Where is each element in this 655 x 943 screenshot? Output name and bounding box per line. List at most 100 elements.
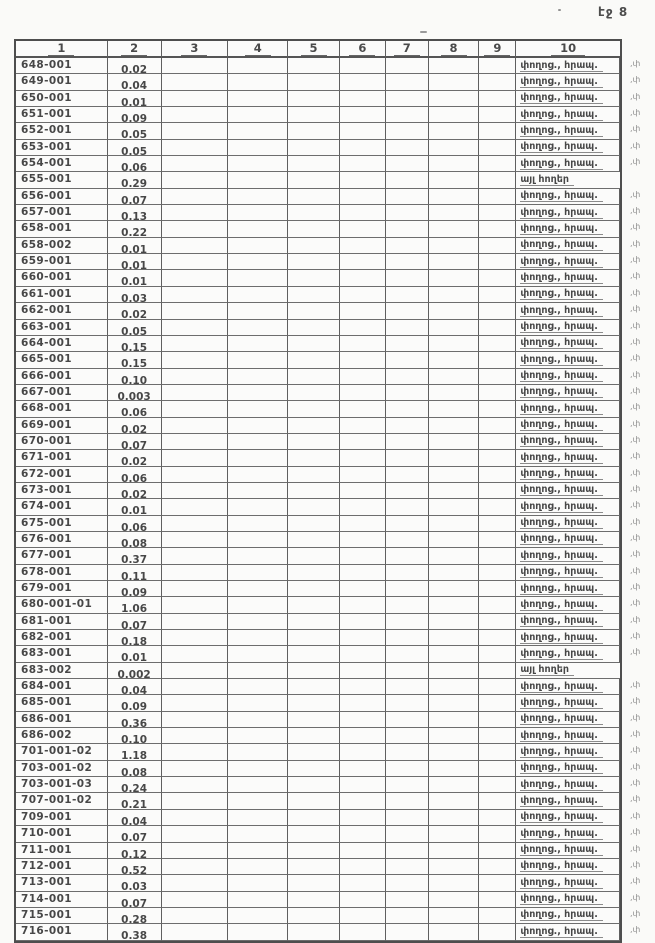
empty-cell [428, 711, 480, 729]
table-row: 651-001 0.09 փողոց., հրապ. ,փ [16, 107, 640, 124]
empty-cell [339, 499, 386, 516]
table-row: 668-001 0.06 փողոց., հրապ. ,փ [16, 401, 640, 418]
empty-cell [339, 809, 386, 827]
scan-edge-mark: ,փ [630, 810, 641, 820]
land-usage-cell: փողոց., հրապ. [516, 450, 620, 467]
empty-cell [479, 515, 517, 532]
empty-cell [161, 188, 229, 206]
empty-cell [228, 826, 289, 843]
empty-cell [385, 286, 429, 304]
empty-cell [339, 760, 386, 778]
empty-cell [479, 466, 517, 483]
empty-cell [339, 581, 386, 598]
land-usage-cell: փողոց., հրապ. [516, 58, 620, 75]
empty-cell [228, 597, 289, 614]
empty-cell [385, 728, 429, 745]
area-value-cell: 0.06 [107, 401, 162, 418]
area-value-cell: 0.06 [107, 156, 162, 173]
parcel-code-cell: 658-002 [16, 237, 108, 255]
empty-cell [288, 581, 340, 598]
area-value-cell: 0.02 [107, 303, 162, 320]
empty-cell [228, 482, 289, 500]
empty-cell [228, 319, 289, 336]
empty-cell [428, 433, 480, 451]
empty-cell [385, 597, 429, 614]
scan-edge-mark: ,փ [630, 238, 641, 248]
empty-cell [161, 858, 229, 876]
empty-cell [161, 384, 229, 402]
parcel-code-cell: 701-001-02 [16, 744, 108, 761]
empty-cell [228, 646, 289, 663]
land-usage-cell: փողոց., հրապ. [516, 139, 620, 157]
empty-cell [161, 123, 229, 140]
area-value-cell: 0.01 [107, 237, 162, 255]
empty-cell [288, 237, 340, 255]
empty-cell [161, 156, 229, 173]
land-usage-cell: փողոց., հրապ. [516, 417, 620, 434]
empty-cell [228, 924, 289, 941]
land-usage-cell: փողոց., հրապ. [516, 858, 620, 876]
parcel-code-cell: 659-001 [16, 254, 108, 271]
empty-cell [228, 433, 289, 451]
empty-cell [385, 156, 429, 173]
empty-cell [161, 401, 229, 418]
table-row: 683-002 0.002 այլ հողեր [16, 662, 620, 680]
empty-cell [161, 842, 229, 859]
empty-cell [339, 188, 386, 206]
scan-edge-mark: ,փ [630, 140, 641, 150]
empty-cell [228, 564, 289, 581]
area-value-cell: 0.10 [107, 728, 162, 745]
empty-cell [228, 515, 289, 532]
empty-cell [479, 581, 517, 598]
empty-cell [228, 875, 289, 892]
parcel-code-cell: 664-001 [16, 335, 108, 353]
land-usage-cell: փողոց., հրապ. [516, 907, 620, 925]
area-value-cell: 0.08 [107, 760, 162, 778]
empty-cell [428, 139, 480, 157]
empty-cell [479, 107, 517, 124]
empty-cell [161, 826, 229, 843]
empty-cell [428, 123, 480, 140]
land-usage-cell: փողոց., հրապ. [516, 466, 620, 483]
land-usage-cell: փողոց., հրապ. [516, 646, 620, 663]
scan-edge-mark: ,փ [630, 827, 641, 837]
empty-cell [339, 221, 386, 238]
empty-cell [385, 335, 429, 353]
table-row: 659-001 0.01 փողոց., հրապ. ,փ [16, 254, 640, 271]
empty-cell [161, 58, 229, 75]
empty-cell [288, 384, 340, 402]
empty-cell [288, 777, 340, 794]
scan-edge-mark: ,փ [630, 549, 641, 559]
empty-cell [288, 270, 340, 287]
table-row: 654-001 0.06 փողոց., հրապ. ,փ [16, 156, 640, 173]
parcel-code-cell: 652-001 [16, 123, 108, 140]
empty-cell [288, 924, 340, 941]
table-row: 677-001 0.37 փողոց., հրապ. ,փ [16, 548, 640, 565]
empty-cell [161, 466, 229, 483]
empty-cell [479, 826, 517, 843]
empty-cell [288, 728, 340, 745]
table-row: 660-001 0.01 փողոց., հրապ. ,փ [16, 270, 640, 287]
empty-cell [288, 679, 340, 696]
empty-cell [385, 564, 429, 581]
empty-cell [428, 270, 480, 287]
parcel-code-cell: 676-001 [16, 531, 108, 549]
empty-cell [228, 270, 289, 287]
parcel-code-cell: 673-001 [16, 482, 108, 500]
area-value-cell: 0.06 [107, 515, 162, 532]
empty-cell [228, 842, 289, 859]
table-row: 703-001-02 0.08 փողոց., հրապ. ,փ [16, 760, 640, 778]
parcel-code-cell: 678-001 [16, 564, 108, 581]
empty-cell [161, 107, 229, 124]
table-row: 657-001 0.13 փողոց., հրապ. ,փ [16, 205, 640, 222]
empty-cell [339, 270, 386, 287]
table-row: 684-001 0.04 փողոց., հրապ. ,փ [16, 679, 640, 696]
empty-cell [428, 826, 480, 843]
empty-cell [385, 90, 429, 108]
parcel-code-cell: 710-001 [16, 826, 108, 843]
empty-cell [228, 450, 289, 467]
empty-cell [228, 368, 289, 385]
parcel-code-cell: 670-001 [16, 433, 108, 451]
parcel-code-cell: 651-001 [16, 107, 108, 124]
area-value-cell: 0.06 [107, 466, 162, 483]
